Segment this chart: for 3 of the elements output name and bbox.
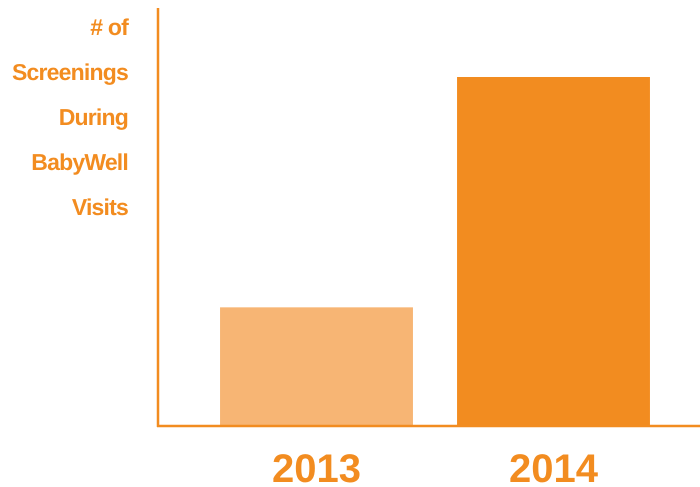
y-axis-title: # of Screenings During BabyWell Visits xyxy=(12,14,130,220)
x-tick-label: 2014 xyxy=(509,447,599,487)
x-tick-label: 2013 xyxy=(272,447,361,487)
